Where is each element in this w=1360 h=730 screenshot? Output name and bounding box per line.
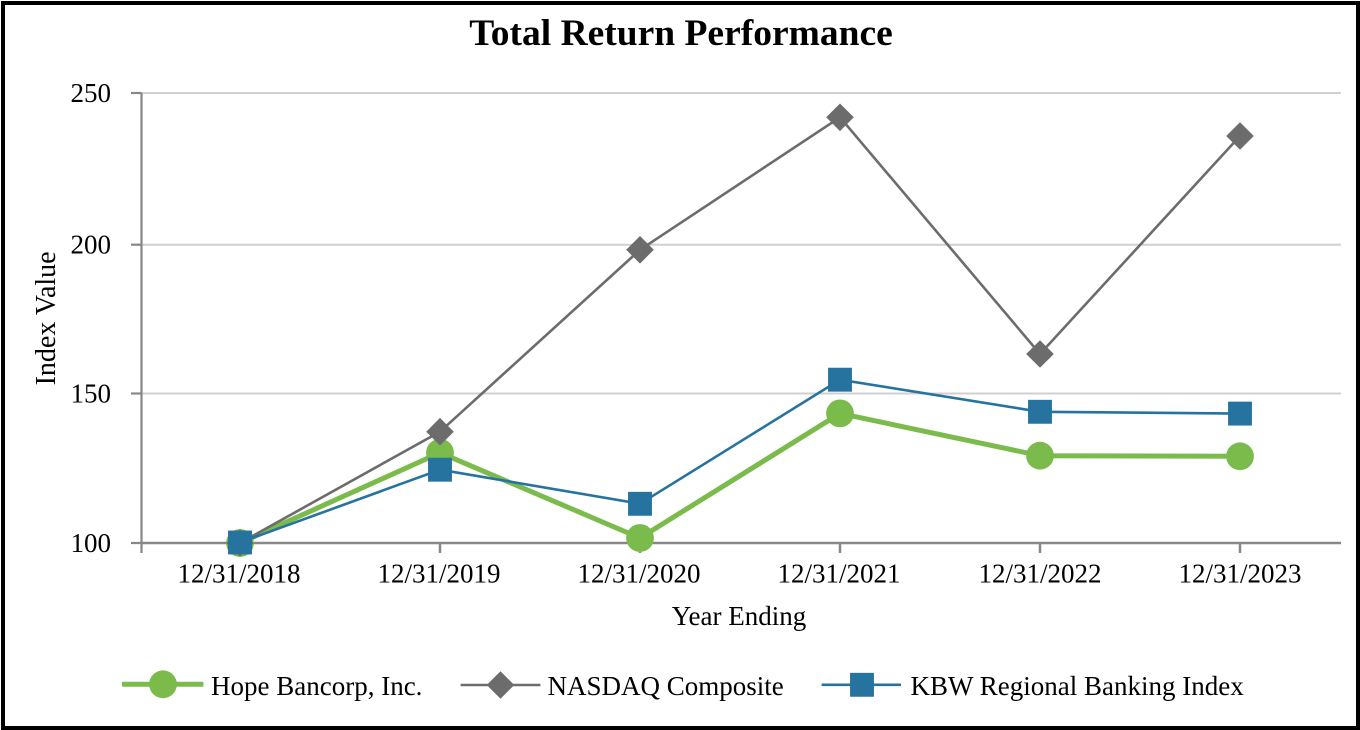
svg-text:Total Return Performance: Total Return Performance	[469, 13, 893, 54]
svg-text:12/31/2022: 12/31/2022	[978, 558, 1101, 588]
svg-text:12/31/2018: 12/31/2018	[177, 558, 300, 588]
svg-text:Index Value: Index Value	[31, 251, 62, 385]
svg-text:12/31/2019: 12/31/2019	[377, 558, 500, 588]
svg-text:100: 100	[71, 528, 112, 558]
svg-text:12/31/2023: 12/31/2023	[1178, 558, 1301, 588]
svg-text:250: 250	[71, 78, 112, 108]
svg-text:150: 150	[71, 379, 112, 409]
svg-text:Year Ending: Year Ending	[672, 601, 807, 631]
svg-text:KBW Regional Banking Index: KBW Regional Banking Index	[911, 671, 1245, 701]
svg-text:200: 200	[71, 230, 112, 260]
svg-text:Hope Bancorp, Inc.: Hope Bancorp, Inc.	[211, 671, 422, 701]
svg-text:NASDAQ Composite: NASDAQ Composite	[548, 671, 784, 701]
svg-text:12/31/2020: 12/31/2020	[577, 558, 700, 588]
svg-text:12/31/2021: 12/31/2021	[777, 558, 900, 588]
